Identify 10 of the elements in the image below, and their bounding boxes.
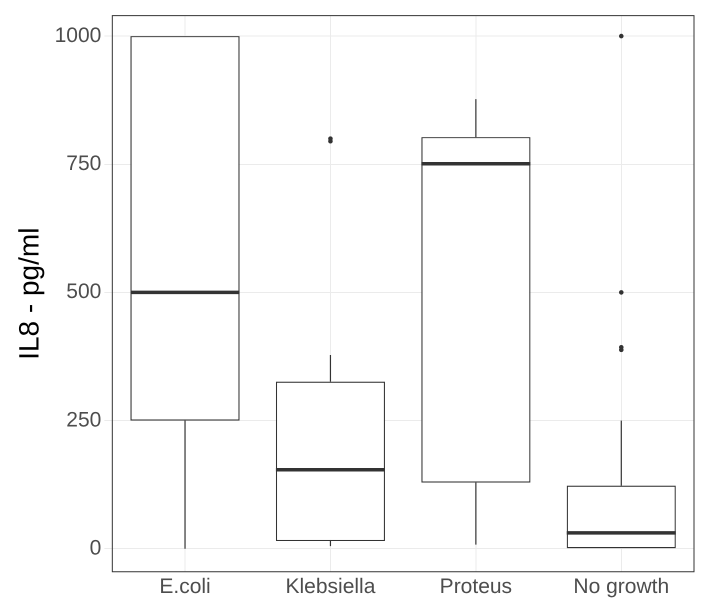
y-tick-label: 0	[90, 536, 102, 560]
x-tick-label: Klebsiella	[286, 575, 376, 598]
y-axis-title: IL8 - pg/ml	[14, 228, 45, 360]
y-tick-label: 250	[66, 408, 102, 432]
x-tick-label: E.coli	[159, 575, 211, 598]
y-tick-label: 1000	[54, 24, 102, 47]
x-tick-label: Proteus	[440, 575, 512, 598]
x-tick-label: No growth	[573, 575, 670, 598]
y-tick-label: 500	[66, 280, 102, 304]
y-tick-label: 750	[66, 152, 102, 176]
